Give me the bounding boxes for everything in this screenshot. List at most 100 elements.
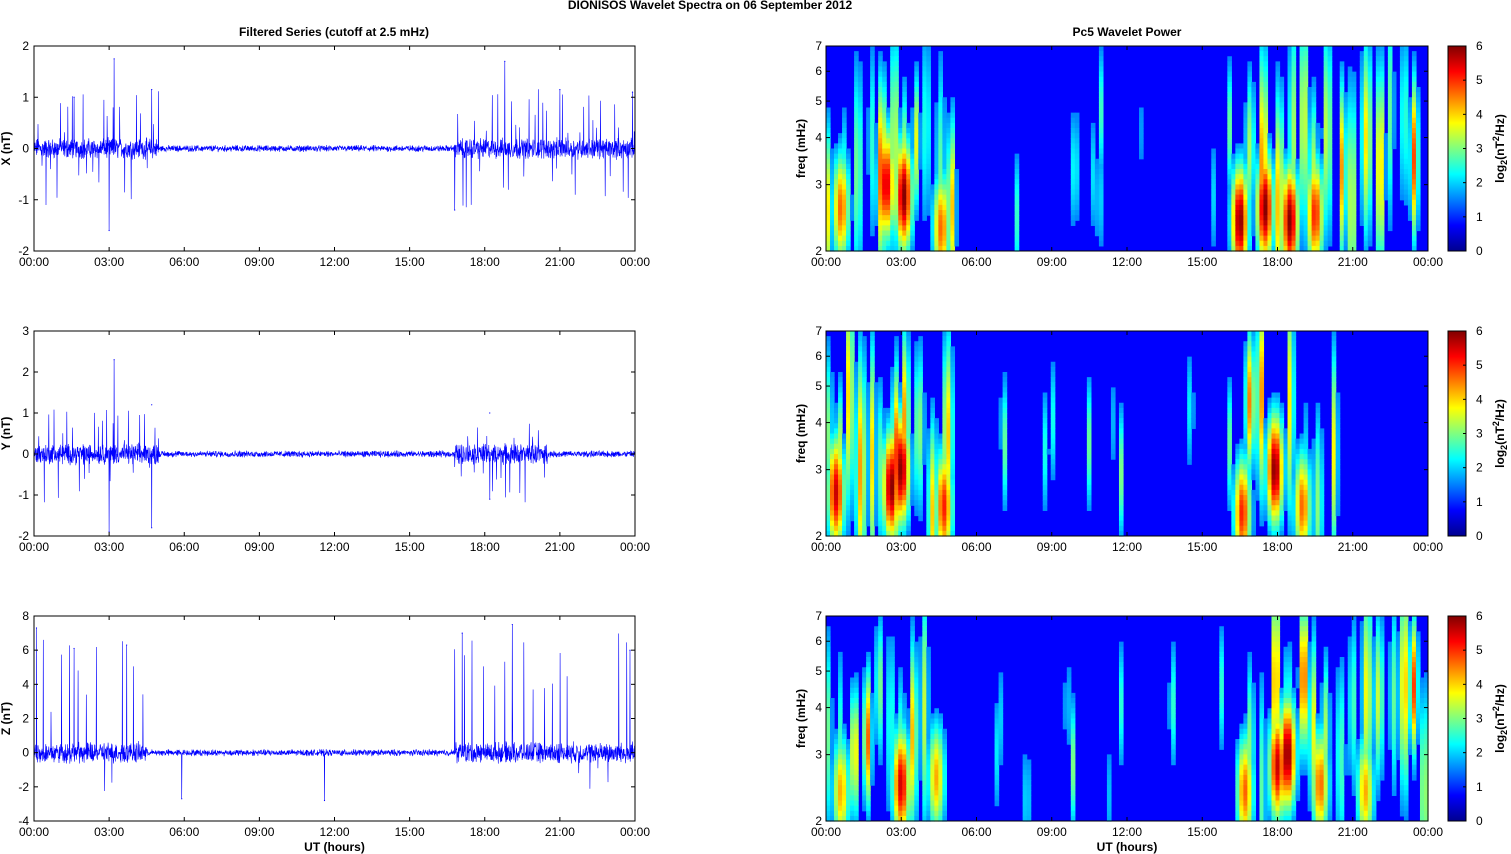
power-cell: [1379, 235, 1385, 242]
power-cell: [858, 423, 863, 429]
power-cell: [1379, 184, 1385, 191]
power-cell: [906, 153, 911, 160]
power-cell: [906, 351, 911, 358]
colorbar-tick-label: 1: [1476, 495, 1483, 509]
power-cell: [854, 397, 859, 404]
power-cell: [1387, 87, 1393, 93]
power-cell: [922, 97, 927, 103]
power-cell: [914, 97, 919, 103]
power-cell: [938, 510, 943, 517]
power-cell: [946, 112, 952, 119]
power-cell: [1263, 225, 1269, 232]
power-cell: [866, 413, 871, 419]
power-cell: [1327, 169, 1333, 175]
power-cell: [838, 790, 843, 796]
power-cell: [1379, 46, 1385, 52]
power-cell: [1327, 61, 1333, 68]
power-cell: [1279, 230, 1285, 237]
series-line: [33, 359, 636, 532]
power-cell: [850, 454, 855, 460]
line-panel-x-tick-label: 06:00: [169, 825, 199, 839]
power-cell: [898, 438, 903, 445]
power-cell: [902, 372, 907, 378]
power-cell: [1379, 204, 1385, 211]
power-cell: [838, 402, 843, 409]
power-cell: [1347, 194, 1353, 201]
power-cell: [942, 351, 947, 358]
power-cell: [1255, 215, 1261, 221]
power-cell: [842, 169, 847, 175]
power-cell: [1259, 61, 1265, 68]
power-cell: [838, 133, 843, 139]
power-cell: [1247, 163, 1253, 170]
power-cell: [1239, 194, 1244, 201]
power-cell: [1403, 112, 1409, 119]
power-cell: [1251, 530, 1257, 537]
power-cell: [942, 148, 947, 155]
power-cell: [854, 230, 859, 237]
power-cell: [842, 525, 847, 532]
power-cell: [1343, 174, 1349, 180]
power-cell: [1259, 361, 1265, 368]
power-cell: [1231, 505, 1236, 511]
power-cell: [950, 366, 956, 373]
power-cell: [1315, 174, 1321, 180]
power-cell: [894, 515, 899, 522]
power-cell: [1259, 76, 1265, 83]
power-cell: [1263, 220, 1269, 226]
power-cell: [1070, 133, 1076, 139]
power-cell: [1070, 204, 1076, 211]
power-cell: [1311, 189, 1317, 196]
power-cell: [1339, 194, 1345, 201]
power-cell: [890, 764, 895, 771]
power-cell: [1351, 220, 1357, 226]
power-cell: [882, 489, 887, 496]
power-cell: [1383, 138, 1389, 144]
power-cell: [1323, 189, 1329, 196]
power-cell: [906, 336, 911, 342]
power-cell: [1347, 66, 1353, 73]
power-cell: [1291, 245, 1297, 252]
power-cell: [1367, 87, 1373, 93]
power-cell: [1303, 500, 1309, 506]
power-cell: [878, 718, 883, 725]
power-cell: [1379, 81, 1385, 88]
line-panel-x-tick-label: 06:00: [169, 540, 199, 554]
power-cell: [1315, 189, 1321, 196]
power-cell: [906, 438, 911, 445]
power-cell: [1227, 143, 1232, 150]
power-cell: [1098, 204, 1104, 211]
power-cell: [826, 428, 831, 435]
power-cell: [854, 708, 859, 714]
power-cell: [882, 225, 887, 232]
power-cell: [862, 428, 867, 435]
power-cell: [894, 382, 899, 388]
power-cell: [1255, 397, 1261, 404]
power-cell: [858, 495, 863, 501]
power-cell: [1251, 225, 1257, 232]
power-cell: [934, 194, 939, 201]
power-cell: [1247, 346, 1253, 353]
power-cell: [1327, 215, 1333, 221]
power-cell: [874, 733, 879, 740]
power-cell: [862, 692, 867, 699]
power-cell: [1343, 179, 1349, 185]
power-cell: [1247, 459, 1253, 465]
power-cell: [1247, 448, 1253, 455]
power-cell: [942, 500, 947, 506]
power-cell: [1327, 128, 1333, 134]
power-cell: [862, 500, 867, 506]
power-cell: [1283, 505, 1289, 511]
power-cell: [1014, 240, 1020, 247]
power-cell: [862, 361, 867, 368]
power-cell: [1347, 174, 1353, 180]
power-cell: [1411, 194, 1417, 201]
power-cell: [854, 515, 859, 522]
power-cell: [1255, 184, 1261, 191]
power-cell: [1267, 133, 1273, 139]
power-cell: [1271, 225, 1277, 232]
power-cell: [1259, 495, 1265, 501]
power-cell: [1271, 505, 1277, 511]
power-cell: [1243, 230, 1248, 237]
power-cell: [870, 713, 875, 720]
